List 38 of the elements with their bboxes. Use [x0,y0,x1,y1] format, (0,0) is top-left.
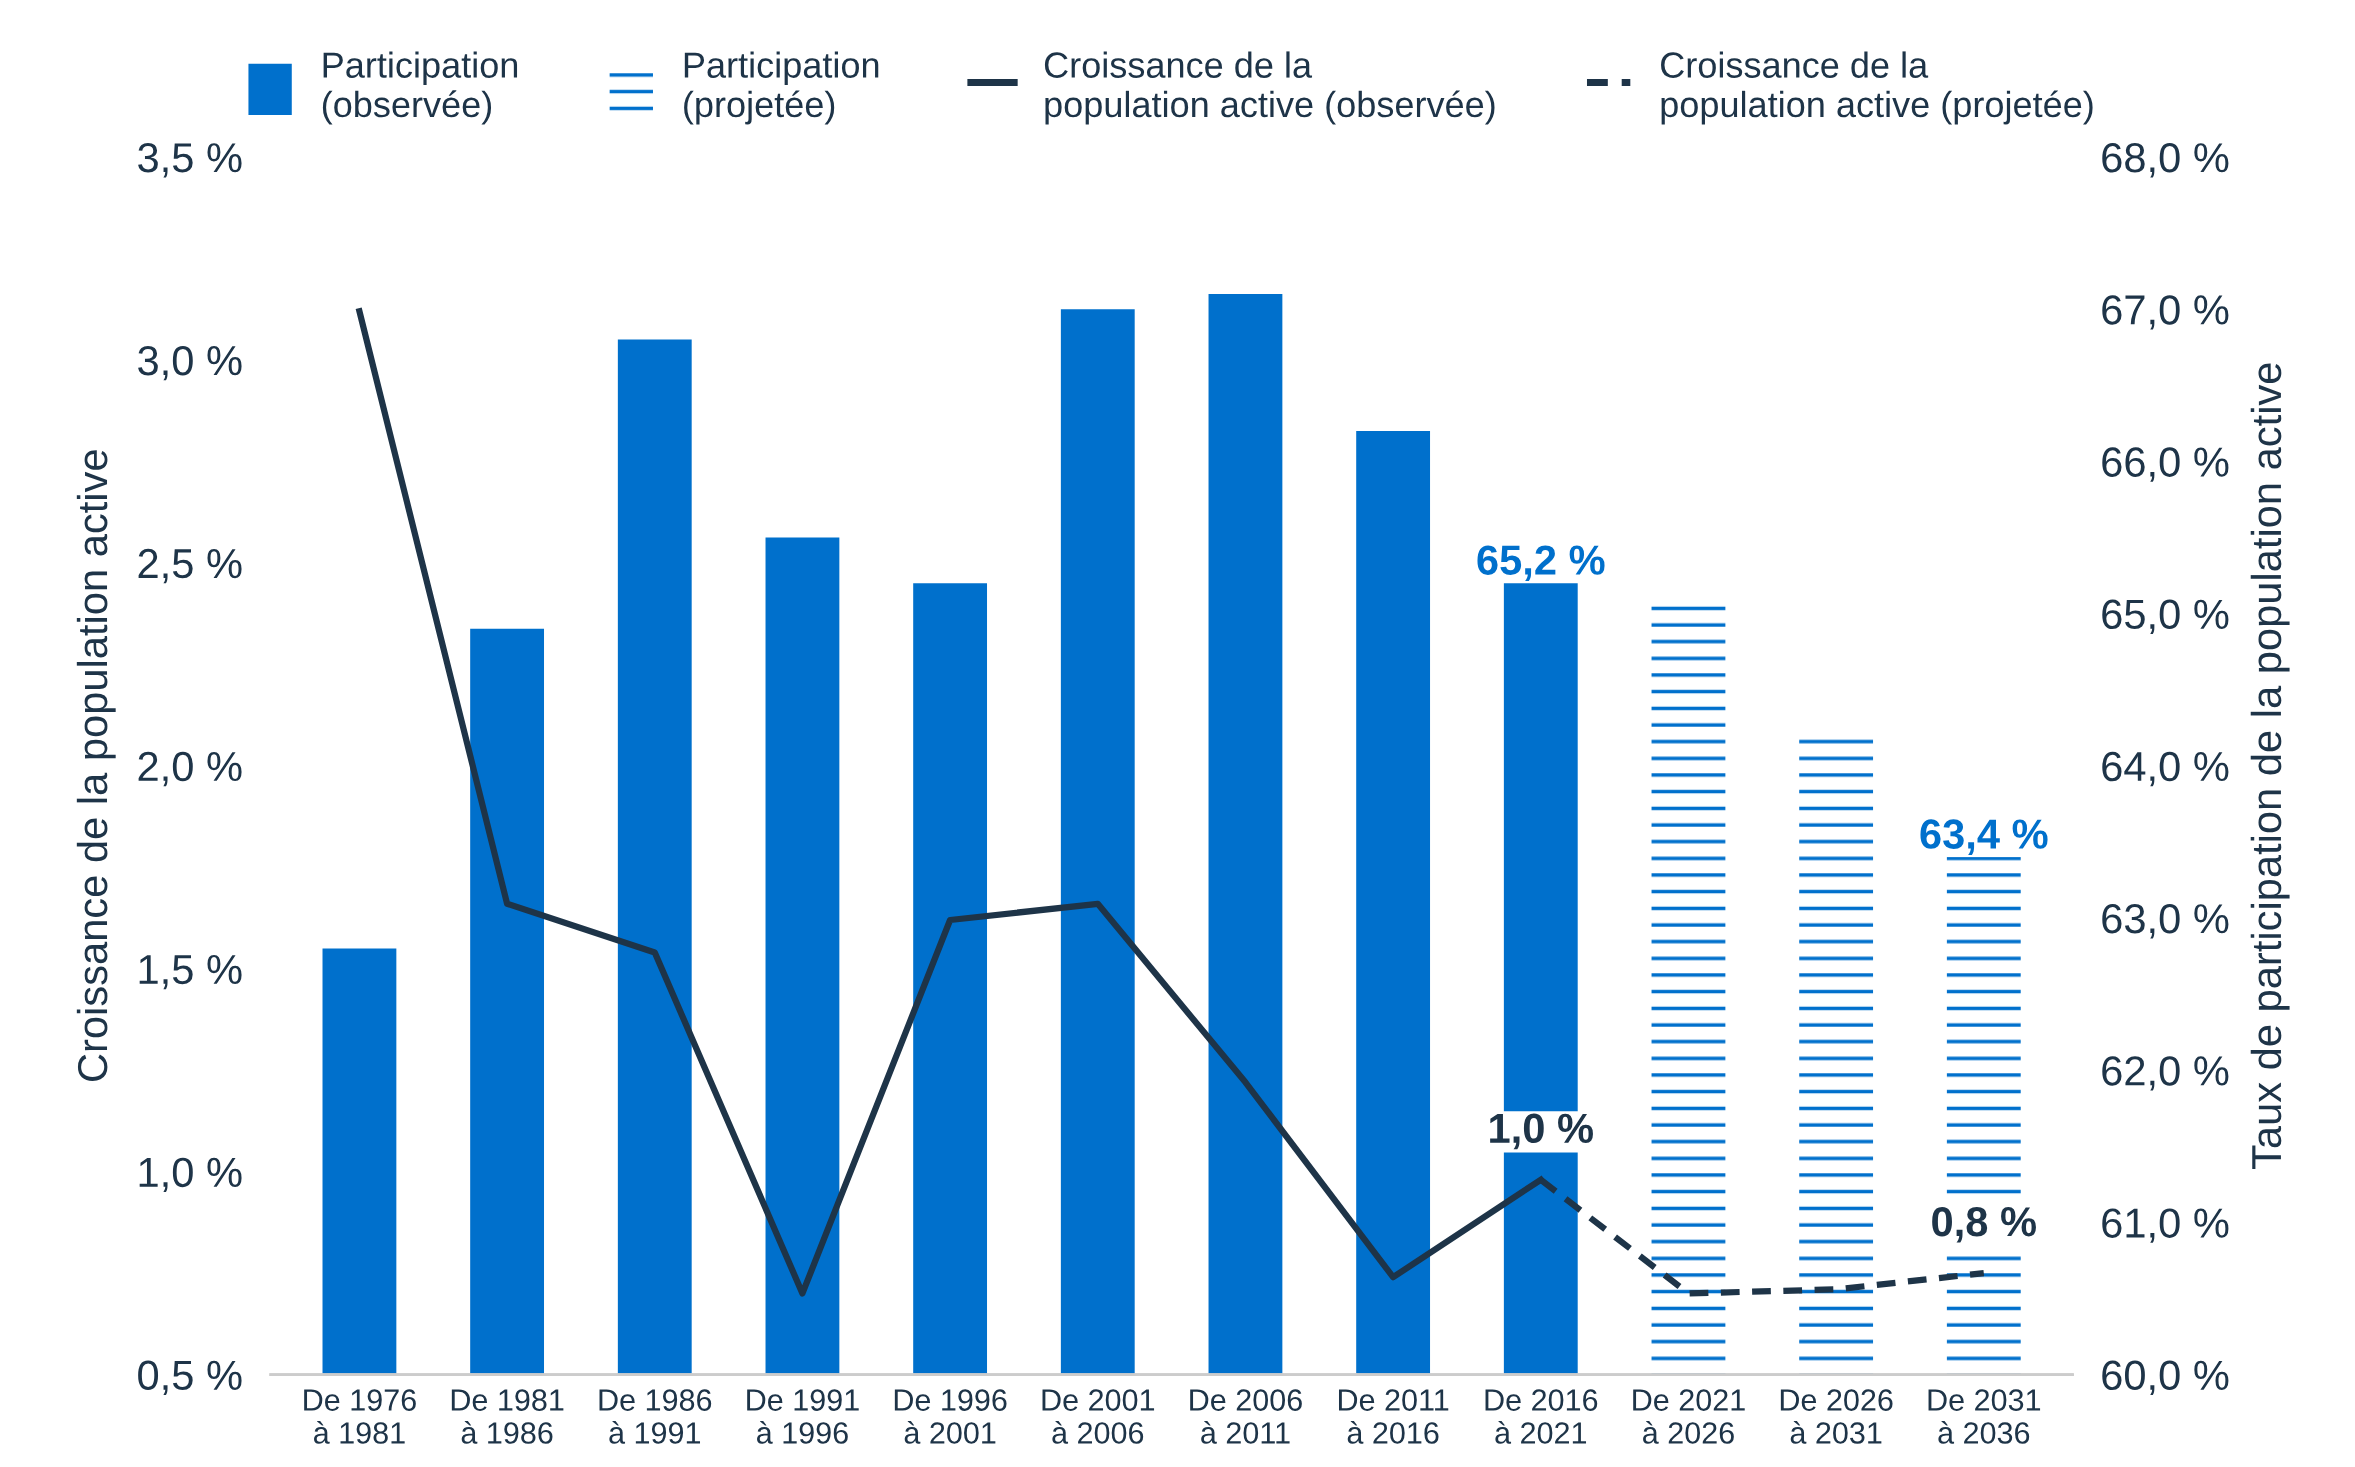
y2-tick-label: 66,0 % [2102,447,2229,482]
data-label: 0,8 % [1932,1206,2036,1243]
x-tick-label: De 2006 à 2011 [1190,1389,1302,1444]
y-tick-label: 0,5 % [138,1360,242,1396]
y-tick-label: 3,5 % [138,142,242,178]
x-tick-label: De 1986 à 1991 [599,1389,712,1444]
x-tick-label: De 1976 à 1981 [304,1389,416,1444]
data-label: 1,0 % [1490,1113,1593,1150]
y-tick-label: 1,5 % [139,954,242,990]
legend-label: Participation (observée) [322,51,518,125]
legend-label: Croissance de la population active (projetée) [1661,51,2093,125]
y2-tick-label: 60,0 % [2102,1360,2229,1396]
x-tick-label: De 2026 à 2031 [1780,1389,1893,1444]
y-tick-label: 2,0 % [138,751,242,787]
y-tick-label: 3,0 % [138,345,242,381]
legend-label: Participation (projetée) [684,51,879,125]
y2-tick-label: 65,0 % [2102,599,2229,634]
x-tick-label: De 1981 à 1986 [451,1389,564,1444]
y2-tick-label: 64,0 % [2102,751,2229,787]
x-tick-label: De 2021 à 2026 [1633,1389,1745,1444]
y-tick-label: 2,5 % [138,548,242,584]
x-tick-label: De 2016 à 2021 [1485,1389,1598,1444]
y2-axis-title: Taux de participation de la population active [2250,363,2290,1169]
y2-tick-label: 61,0 % [2102,1208,2229,1243]
y2-tick-label: 63,0 % [2102,903,2229,939]
y2-tick-label: 68,0 % [2102,142,2229,178]
y-axis-title: Croissance de la population active [76,450,116,1081]
x-tick-label: De 1991 à 1996 [747,1389,859,1444]
x-tick-label: De 2001 à 2006 [1042,1389,1155,1444]
y2-tick-label: 67,0 % [2102,295,2229,330]
x-tick-label: De 1996 à 2001 [894,1389,1007,1444]
legend-label: Croissance de la population active (observée) [1044,51,1495,125]
x-tick-label: De 2011 à 2016 [1338,1389,1449,1444]
y2-tick-label: 62,0 % [2102,1056,2229,1091]
x-tick-label: De 2031 à 2036 [1928,1389,2041,1444]
y-tick-label: 1,0 % [139,1157,242,1193]
data-label: 63,4 % [1920,819,2048,855]
data-label: 65,2 % [1477,545,1605,581]
